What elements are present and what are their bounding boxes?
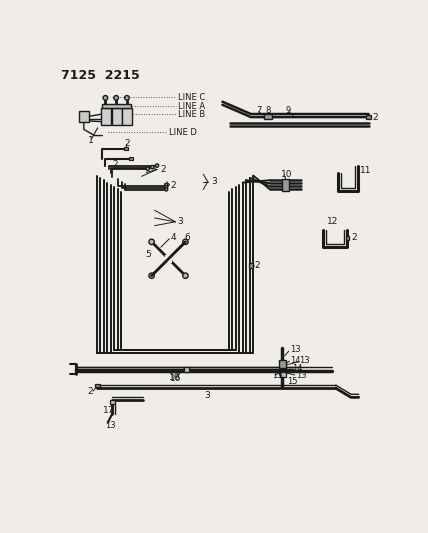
Text: 16: 16 (170, 374, 181, 383)
Bar (112, 108, 122, 125)
Bar (101, 104, 131, 108)
Text: 2: 2 (112, 159, 118, 168)
Bar (280, 372, 285, 377)
Circle shape (103, 95, 108, 100)
Text: 13: 13 (290, 345, 301, 354)
Text: 2: 2 (125, 139, 130, 148)
Circle shape (151, 165, 154, 169)
Circle shape (114, 95, 119, 100)
Text: 11: 11 (360, 166, 371, 175)
Text: 2: 2 (255, 261, 260, 270)
Circle shape (165, 183, 168, 187)
Bar (366, 115, 371, 119)
Text: 5: 5 (146, 251, 151, 260)
Bar (122, 108, 132, 125)
Bar (282, 179, 288, 191)
Text: 13: 13 (272, 372, 282, 381)
Text: 3: 3 (211, 177, 217, 186)
Text: LINE C: LINE C (178, 93, 205, 102)
Text: 12: 12 (327, 217, 339, 227)
Bar (279, 360, 286, 368)
Text: 13: 13 (104, 422, 115, 430)
Text: 13: 13 (300, 356, 310, 365)
Text: 2: 2 (351, 233, 357, 241)
Circle shape (149, 239, 154, 245)
Circle shape (165, 188, 168, 191)
Text: 2: 2 (170, 181, 176, 190)
Circle shape (146, 167, 149, 171)
Bar (124, 147, 128, 150)
Text: 8: 8 (265, 107, 271, 116)
Text: 7125  2215: 7125 2215 (61, 69, 140, 83)
Text: 17: 17 (103, 406, 115, 415)
Text: LINE B: LINE B (178, 109, 205, 118)
Circle shape (149, 273, 154, 278)
Text: 4: 4 (170, 233, 176, 241)
Text: 13: 13 (296, 372, 307, 381)
Circle shape (280, 372, 285, 377)
Bar (110, 400, 116, 405)
Text: 1: 1 (89, 136, 94, 144)
Bar (184, 367, 189, 372)
Text: LINE D: LINE D (169, 128, 196, 137)
Text: 6: 6 (184, 233, 190, 241)
Bar (249, 263, 253, 268)
Text: 10: 10 (281, 169, 292, 179)
Circle shape (183, 273, 188, 278)
Bar (264, 114, 272, 119)
Text: LINE A: LINE A (178, 102, 205, 111)
Text: 3: 3 (178, 217, 184, 227)
Bar (101, 108, 111, 125)
Text: 9: 9 (285, 107, 291, 116)
Text: 14: 14 (290, 356, 301, 365)
Circle shape (125, 95, 129, 100)
Text: 3: 3 (205, 391, 211, 400)
Text: 2: 2 (160, 165, 166, 174)
Bar (346, 236, 350, 239)
Bar (95, 384, 100, 387)
Circle shape (165, 185, 168, 189)
Bar (165, 255, 172, 263)
Bar (129, 157, 133, 160)
Text: 15: 15 (287, 377, 297, 386)
Circle shape (155, 164, 159, 167)
Circle shape (183, 239, 188, 245)
Text: 2: 2 (87, 387, 92, 397)
Text: 14: 14 (292, 364, 302, 373)
Text: 10: 10 (169, 373, 180, 382)
Text: 7: 7 (256, 107, 262, 116)
Text: 2: 2 (373, 112, 378, 122)
Bar (79, 111, 89, 122)
